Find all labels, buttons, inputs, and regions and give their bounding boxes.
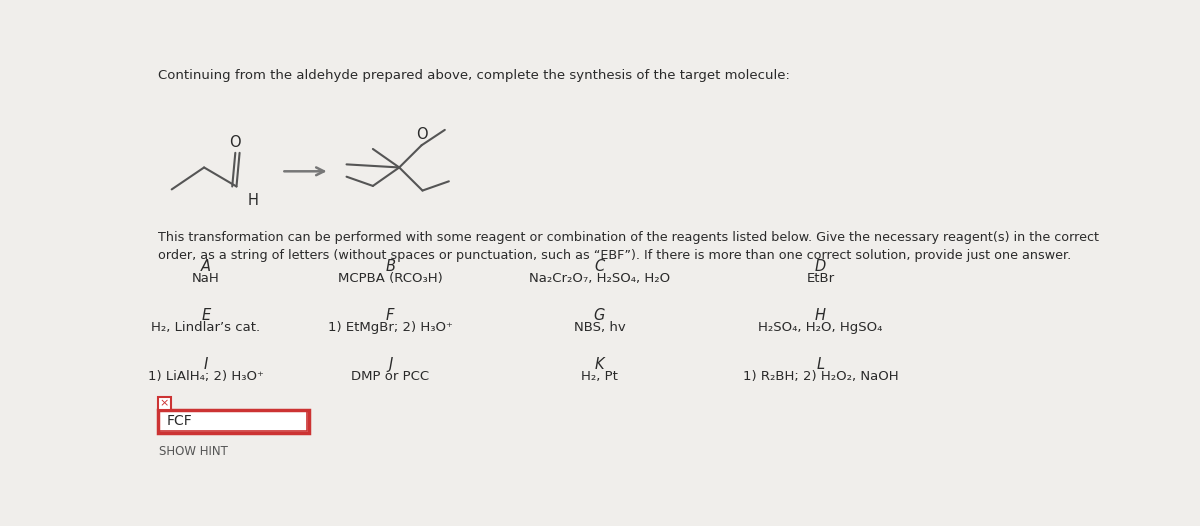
Text: order, as a string of letters (without spaces or punctuation, such as “EBF”). If: order, as a string of letters (without s… xyxy=(157,249,1072,262)
Text: C: C xyxy=(594,259,605,274)
Text: 1) EtMgBr; 2) H₃O⁺: 1) EtMgBr; 2) H₃O⁺ xyxy=(328,321,452,334)
Text: A: A xyxy=(200,259,211,274)
Text: H₂SO₄, H₂O, HgSO₄: H₂SO₄, H₂O, HgSO₄ xyxy=(758,321,882,334)
FancyBboxPatch shape xyxy=(157,410,308,433)
Text: NBS, hv: NBS, hv xyxy=(574,321,625,334)
Text: K: K xyxy=(595,357,605,372)
Text: FCF: FCF xyxy=(167,414,193,428)
Text: H: H xyxy=(815,308,826,323)
Text: I: I xyxy=(204,357,208,372)
Text: 1) LiAlH₄; 2) H₃O⁺: 1) LiAlH₄; 2) H₃O⁺ xyxy=(148,370,264,383)
Text: 1) R₂BH; 2) H₂O₂, NaOH: 1) R₂BH; 2) H₂O₂, NaOH xyxy=(743,370,898,383)
Text: O: O xyxy=(416,127,428,142)
Text: G: G xyxy=(594,308,605,323)
Text: H₂, Lindlar’s cat.: H₂, Lindlar’s cat. xyxy=(151,321,260,334)
Text: D: D xyxy=(815,259,826,274)
Text: MCPBA (RCO₃H): MCPBA (RCO₃H) xyxy=(338,272,443,285)
Text: F: F xyxy=(386,308,395,323)
FancyBboxPatch shape xyxy=(157,397,170,410)
Text: Continuing from the aldehyde prepared above, complete the synthesis of the targe: Continuing from the aldehyde prepared ab… xyxy=(157,69,790,82)
Text: J: J xyxy=(388,357,392,372)
Text: E: E xyxy=(202,308,210,323)
Text: ×: × xyxy=(160,399,169,409)
Text: Na₂Cr₂O₇, H₂SO₄, H₂O: Na₂Cr₂O₇, H₂SO₄, H₂O xyxy=(529,272,670,285)
Text: B: B xyxy=(385,259,395,274)
Text: This transformation can be performed with some reagent or combination of the rea: This transformation can be performed wit… xyxy=(157,231,1099,244)
Text: SHOW HINT: SHOW HINT xyxy=(160,445,228,458)
Text: DMP or PCC: DMP or PCC xyxy=(352,370,430,383)
Text: L: L xyxy=(816,357,824,372)
Text: NaH: NaH xyxy=(192,272,220,285)
Text: H: H xyxy=(247,193,258,208)
Text: EtBr: EtBr xyxy=(806,272,834,285)
Text: H₂, Pt: H₂, Pt xyxy=(581,370,618,383)
Text: O: O xyxy=(229,135,241,150)
